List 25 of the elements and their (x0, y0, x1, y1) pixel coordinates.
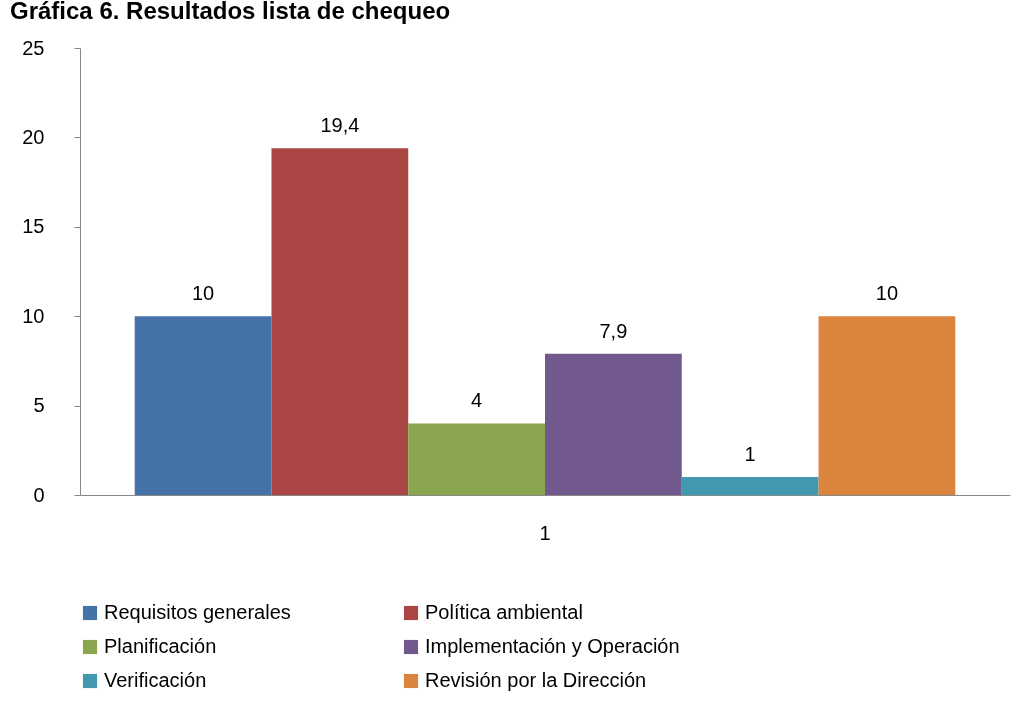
data-label: 7,9 (599, 319, 628, 342)
legend-label: Verificación (104, 669, 207, 691)
bar (545, 353, 682, 495)
legend-label: Requisitos generales (104, 601, 291, 623)
data-label: 4 (471, 389, 483, 412)
y-tick-label: 20 (22, 125, 45, 148)
data-label: 1 (744, 443, 756, 466)
data-label: 19,4 (320, 114, 360, 137)
legend-label: Política ambiental (425, 601, 583, 623)
bar (681, 477, 819, 495)
y-tick-label: 25 (22, 36, 45, 59)
legend-label: Implementación y Operación (425, 635, 680, 657)
data-label: 10 (875, 282, 899, 305)
y-tick-label: 15 (22, 215, 45, 238)
bar (134, 316, 272, 495)
legend-label: Revisión por la Dirección (425, 669, 647, 691)
y-tick-label: 0 (33, 483, 45, 506)
bar (408, 423, 545, 495)
y-tick-label: 5 (33, 394, 45, 417)
bar (271, 148, 409, 495)
chart-title: Gráfica 6. Resultados lista de chequeo (10, 0, 451, 24)
bar (818, 316, 956, 495)
data-label: 10 (191, 282, 215, 305)
legend-label: Planificación (104, 635, 217, 657)
y-tick-label: 10 (22, 304, 45, 327)
